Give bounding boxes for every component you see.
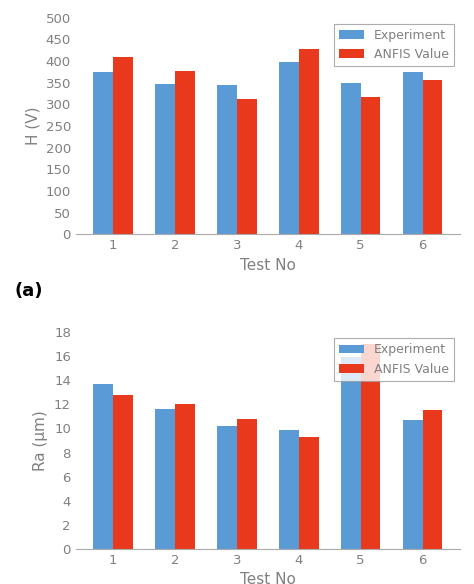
Legend: Experiment, ANFIS Value: Experiment, ANFIS Value	[334, 338, 454, 381]
Legend: Experiment, ANFIS Value: Experiment, ANFIS Value	[334, 24, 454, 66]
X-axis label: Test No: Test No	[240, 572, 296, 584]
Bar	[155, 409, 175, 549]
Bar	[403, 420, 422, 549]
Bar	[422, 411, 442, 549]
Bar	[361, 344, 381, 549]
Bar	[279, 62, 299, 234]
Bar	[403, 72, 422, 234]
Bar	[175, 71, 195, 234]
Bar	[341, 357, 361, 549]
Bar	[93, 72, 113, 234]
Bar	[113, 395, 133, 549]
Bar	[175, 404, 195, 549]
Bar	[341, 84, 361, 234]
Bar	[299, 437, 319, 549]
Bar	[217, 426, 237, 549]
Bar	[237, 99, 256, 234]
X-axis label: Test No: Test No	[240, 258, 296, 273]
Bar	[113, 57, 133, 234]
Y-axis label: Ra (μm): Ra (μm)	[34, 410, 48, 471]
Bar	[237, 419, 256, 549]
Bar	[299, 48, 319, 234]
Bar	[93, 384, 113, 549]
Bar	[279, 430, 299, 549]
Bar	[217, 85, 237, 234]
Bar	[155, 84, 175, 234]
Bar	[422, 81, 442, 234]
Bar	[361, 97, 381, 234]
Y-axis label: H (V): H (V)	[25, 107, 40, 145]
Text: (a): (a)	[14, 282, 43, 300]
